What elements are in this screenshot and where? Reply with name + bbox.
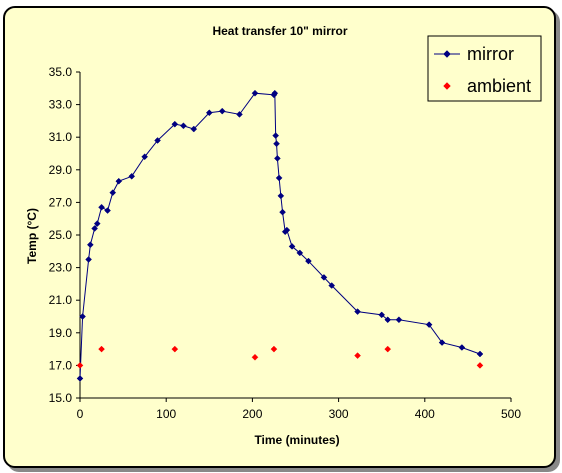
y-tick-label: 25.0 — [49, 228, 73, 242]
data-point-mirror — [273, 140, 280, 148]
legend-box — [427, 35, 542, 102]
x-tick-label: 500 — [501, 407, 521, 421]
data-point-mirror — [93, 220, 101, 227]
data-point-mirror — [320, 274, 328, 281]
data-point-mirror — [283, 226, 291, 234]
chart-title: Heat transfer 10" mirror — [212, 24, 347, 38]
x-tick-label: 0 — [77, 407, 84, 421]
series-ambient — [76, 345, 484, 369]
data-point-mirror — [277, 192, 285, 200]
y-tick-label: 19.0 — [49, 326, 73, 340]
data-point-mirror — [171, 120, 179, 128]
data-point-mirror — [305, 257, 312, 265]
y-tick-label: 15.0 — [49, 391, 73, 405]
y-tick-label: 27.0 — [49, 195, 73, 209]
data-point-mirror — [180, 122, 187, 130]
y-tick-label: 17.0 — [49, 358, 73, 372]
data-point-mirror — [85, 256, 92, 263]
data-point-mirror — [79, 313, 86, 320]
data-point-ambient — [270, 345, 278, 353]
data-point-ambient — [384, 345, 392, 353]
data-point-mirror — [272, 132, 280, 139]
data-point-mirror — [154, 137, 161, 144]
data-point-ambient — [251, 353, 259, 361]
data-point-mirror — [279, 208, 286, 216]
data-point-mirror — [395, 316, 403, 324]
data-point-mirror — [236, 111, 243, 118]
data-point-mirror — [288, 243, 296, 250]
legend-marker — [443, 50, 451, 58]
data-point-mirror — [141, 153, 149, 161]
data-point-mirror — [328, 282, 336, 289]
legend-label: mirror — [467, 44, 514, 64]
x-tick-label: 100 — [156, 407, 176, 421]
x-tick-label: 200 — [242, 407, 262, 421]
data-point-mirror — [109, 189, 117, 196]
data-point-mirror — [438, 339, 446, 346]
x-tick-label: 300 — [329, 407, 349, 421]
data-point-mirror — [190, 125, 198, 133]
data-point-mirror — [104, 207, 111, 214]
y-tick-label: 23.0 — [49, 261, 73, 275]
data-point-mirror — [91, 225, 99, 232]
legend-items: mirror ambient — [434, 44, 531, 96]
data-point-mirror — [76, 375, 84, 382]
data-point-mirror — [218, 107, 226, 115]
data-point-ambient — [354, 352, 361, 359]
data-point-mirror — [271, 89, 279, 97]
y-tick-label: 21.0 — [49, 293, 73, 307]
data-point-mirror — [98, 203, 105, 211]
y-tick-label: 35.0 — [49, 65, 73, 79]
y-tick-label: 31.0 — [49, 130, 73, 144]
y-tick-label: 33.0 — [49, 98, 73, 112]
data-point-ambient — [76, 362, 84, 369]
legend-item-ambient: ambient — [443, 76, 531, 96]
legend: mirror ambient — [427, 35, 542, 102]
data-point-mirror — [354, 308, 361, 315]
data-point-mirror — [205, 109, 213, 117]
data-point-ambient — [476, 362, 484, 369]
data-point-mirror — [86, 241, 94, 249]
data-point-mirror — [274, 155, 281, 162]
data-point-mirror — [476, 350, 484, 358]
data-point-mirror — [384, 316, 392, 324]
x-tick-label: 400 — [415, 407, 435, 421]
y-axis-label: Temp (°C) — [25, 208, 39, 264]
data-point-mirror — [275, 174, 283, 182]
data-point-ambient — [98, 345, 105, 353]
y-tick-label: 29.0 — [49, 163, 73, 177]
series-layer — [76, 89, 484, 382]
axes: 15.0 17.0 19.0 21.0 23.0 25.0 27.0 29.0 31.0 33.0… — [49, 65, 522, 421]
data-point-mirror — [128, 172, 136, 180]
data-point-mirror — [425, 321, 433, 329]
data-point-mirror — [251, 89, 259, 97]
data-point-mirror — [115, 177, 123, 185]
series-line-mirror — [79, 91, 481, 379]
data-point-mirror — [458, 344, 466, 351]
series-mirror — [76, 89, 484, 382]
x-axis-label: Time (minutes) — [254, 433, 339, 447]
data-point-mirror — [378, 311, 386, 319]
legend-marker — [443, 82, 451, 90]
legend-item-mirror: mirror — [434, 44, 514, 64]
legend-label: ambient — [467, 76, 531, 96]
data-point-mirror — [296, 249, 304, 257]
data-point-ambient — [171, 345, 179, 353]
